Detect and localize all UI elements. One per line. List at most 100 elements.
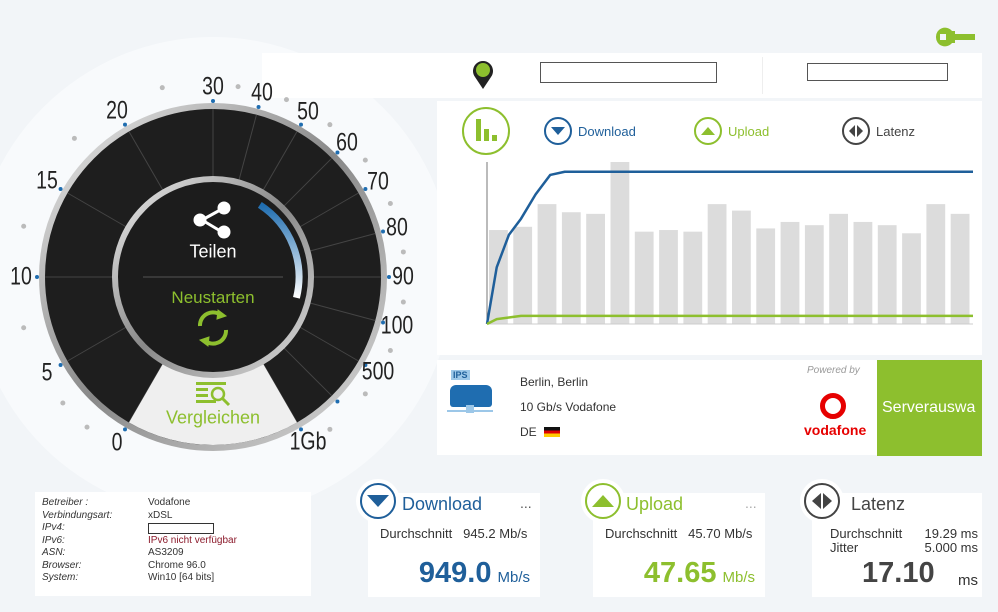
chart-bar: [707, 204, 727, 324]
gauge-scale-label: 1Gb: [289, 427, 327, 456]
gauge-segment-line: [67, 325, 129, 362]
chart-panel: Download Upload Latenz: [437, 101, 982, 355]
location-field[interactable]: [540, 62, 717, 83]
compare-wedge[interactable]: [129, 361, 297, 445]
jitter-label: Jitter: [830, 540, 859, 555]
progress-arc: [257, 201, 303, 299]
gauge-dot: [362, 157, 368, 163]
gauge-tick: [335, 150, 340, 155]
gauge-tick: [387, 275, 391, 279]
wrench-icon[interactable]: [934, 26, 976, 48]
info-key: ASN:: [42, 547, 66, 558]
chart-bar: [586, 213, 605, 324]
gauge-segment-line: [281, 157, 333, 209]
gauge-tick: [123, 427, 127, 432]
upload-icon: [694, 117, 722, 145]
legend-latency-label: Latenz: [876, 123, 916, 139]
info-row: IPv6: IPv6 nicht verfügbar: [42, 535, 311, 548]
divider: [762, 57, 763, 94]
latency-avg-value: 19.29 ms: [924, 526, 978, 541]
powered-by: Powered by: [807, 365, 860, 376]
gauge-tick: [299, 427, 303, 432]
info-key: IPv4:: [42, 522, 65, 533]
upload-title: Upload: [626, 494, 684, 514]
gauge-scale-label: 90: [392, 262, 414, 291]
gauge-dot: [327, 426, 333, 432]
gauge-tick: [211, 99, 215, 103]
gauge-tick: [58, 363, 63, 367]
info-value: xDSL: [148, 509, 173, 521]
gauge-tick: [381, 229, 386, 234]
share-icon[interactable]: [193, 201, 231, 239]
gauge-scale-label: 15: [35, 166, 58, 195]
info-key: Verbindungsart:: [42, 509, 113, 521]
gauge-dot: [400, 299, 406, 305]
server-select-button[interactable]: Serverauswa: [877, 360, 982, 456]
latency-icon: [800, 479, 844, 523]
upload-card: Upload ... Durchschnitt 45.70 Mb/s 47.65…: [593, 493, 765, 597]
ip-field[interactable]: [807, 63, 948, 81]
chart-bar: [902, 233, 921, 324]
gauge-scale-label: 5: [41, 358, 53, 387]
gauge-tick: [256, 104, 261, 109]
bar-chart-icon[interactable]: [462, 107, 510, 155]
chart-bar: [950, 213, 970, 324]
gauge-scale-label: 80: [385, 213, 408, 242]
gauge-segment-line: [307, 233, 376, 253]
chart-bar: [683, 231, 703, 324]
gauge-tick: [123, 122, 127, 127]
download-value: 949.0: [418, 557, 492, 589]
compare-button[interactable]: Vergleichen: [165, 407, 261, 428]
gauge-tick: [363, 187, 368, 191]
restart-button[interactable]: Neustarten: [171, 288, 255, 307]
chart-bar: [732, 210, 751, 324]
gauge-tick: [35, 275, 39, 279]
info-value: Win10 [64 bits]: [148, 572, 215, 583]
gauge-dot: [327, 122, 333, 128]
download-more-button[interactable]: ...: [520, 495, 532, 511]
chart-bar: [877, 225, 897, 324]
legend-upload[interactable]: Upload: [694, 117, 769, 145]
info-value: Vodafone: [148, 497, 191, 508]
chart-bar: [610, 162, 630, 324]
share-button[interactable]: Teilen: [189, 241, 237, 262]
gauge-tick: [381, 320, 386, 325]
gauge-tick: [299, 122, 303, 127]
gauge-dot: [21, 325, 27, 331]
gauge-scale-label: 40: [251, 78, 274, 107]
latency-unit: ms: [958, 572, 978, 589]
chart-bar: [756, 228, 776, 324]
gauge-segment-line: [297, 325, 359, 362]
jitter-value: 5.000 ms: [924, 540, 978, 555]
ipv4-field[interactable]: [148, 523, 214, 534]
upload-unit: Mb/s: [722, 569, 755, 586]
map-pin-icon: [473, 61, 493, 89]
chart-bar: [853, 221, 873, 324]
chart-bar: [513, 226, 533, 324]
upload-icon: [581, 479, 625, 523]
server-provider: 10 Gb/s Vodafone: [520, 400, 617, 414]
upload-more-button[interactable]: ...: [745, 495, 757, 511]
gauge-dot: [84, 424, 90, 430]
gauge-segment-line: [261, 131, 298, 193]
gauge-dot: [283, 97, 289, 103]
top-bar: [262, 53, 982, 98]
gauge-dot: [387, 201, 393, 207]
connection-info: Betreiber : Vodafone Verbindungsart: xDSL IP…: [35, 492, 311, 596]
gauge-dot: [71, 135, 77, 141]
speed-gauge: [21, 84, 406, 451]
chart-bar: [537, 204, 557, 324]
info-key: Betreiber :: [42, 497, 89, 508]
download-unit: Mb/s: [497, 569, 530, 586]
legend-download[interactable]: Download: [544, 117, 636, 145]
legend-latency[interactable]: Latenz: [842, 117, 915, 145]
chart-bar: [829, 213, 848, 324]
gauge-dot: [60, 400, 66, 406]
info-row: Browser: Chrome 96.0: [42, 560, 311, 573]
gauge-scale-label: 60: [336, 128, 359, 157]
legend-upload-label: Upload: [728, 123, 770, 139]
gauge-dot: [400, 249, 406, 255]
refresh-icon[interactable]: [198, 309, 228, 347]
upload-line: [486, 314, 973, 326]
legend-download-label: Download: [578, 123, 636, 139]
